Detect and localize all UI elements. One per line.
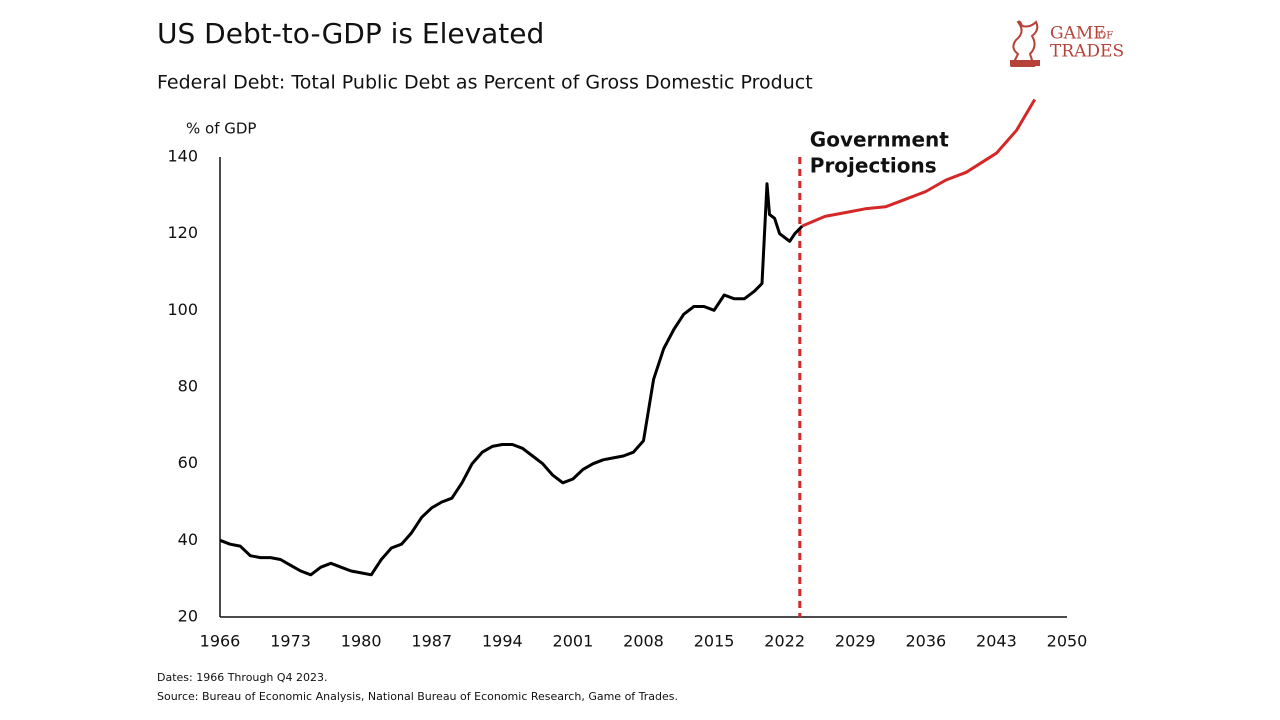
y-tick-label: 100	[167, 300, 198, 319]
line-series	[219, 182, 804, 577]
x-tick-label: 2001	[553, 632, 594, 651]
line-series	[801, 98, 1036, 228]
x-tick-label: 1994	[482, 632, 523, 651]
x-tick-label: 2008	[623, 632, 664, 651]
footnote: Dates: 1966 Through Q4 2023.	[157, 671, 327, 684]
x-tick-label: 1973	[270, 632, 311, 651]
annotation-text: Projections	[810, 154, 937, 178]
y-axis-label: % of GDP	[186, 120, 256, 138]
y-tick-label: 120	[167, 223, 198, 242]
logo-icon	[1010, 20, 1039, 67]
y-tick-label: 20	[178, 607, 198, 626]
x-tick-label: 2043	[976, 632, 1017, 651]
x-tick-label: 1980	[341, 632, 382, 651]
x-tick-label: 1987	[411, 632, 452, 651]
y-tick-label: 40	[178, 530, 198, 549]
y-tick-label: 60	[178, 453, 198, 472]
x-tick-label: 2015	[694, 632, 735, 651]
chart-subtitle: Federal Debt: Total Public Debt as Perce…	[157, 72, 813, 94]
y-tick-label: 140	[167, 147, 198, 166]
annotation-text: Government	[810, 128, 950, 152]
logo-base	[1010, 60, 1040, 66]
logo: GAME OF TRADES	[1010, 20, 1124, 67]
footnote: Source: Bureau of Economic Analysis, Nat…	[157, 690, 678, 703]
x-tick-label: 2022	[764, 632, 805, 651]
logo-text: TRADES	[1050, 42, 1124, 62]
x-tick-label: 2036	[905, 632, 946, 651]
logo-text: OF	[1098, 31, 1113, 42]
y-tick-label: 80	[178, 377, 198, 396]
logo-text: GAME	[1050, 24, 1106, 44]
x-tick-label: 2050	[1047, 632, 1088, 651]
chart-title: US Debt-to-GDP is Elevated	[157, 17, 544, 50]
x-tick-label: 1966	[200, 632, 241, 651]
x-tick-label: 2029	[835, 632, 876, 651]
